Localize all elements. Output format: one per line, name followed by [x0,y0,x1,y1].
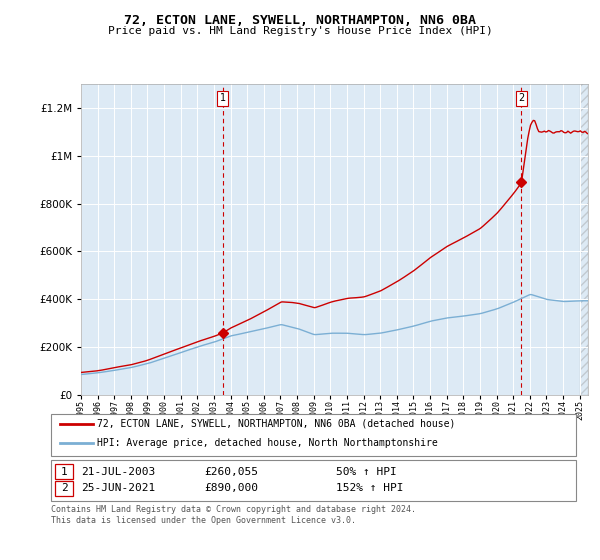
Text: 2: 2 [518,94,524,104]
Text: HPI: Average price, detached house, North Northamptonshire: HPI: Average price, detached house, Nort… [97,438,438,448]
Text: 152% ↑ HPI: 152% ↑ HPI [336,483,404,493]
Text: £260,055: £260,055 [204,466,258,477]
Text: Price paid vs. HM Land Registry's House Price Index (HPI): Price paid vs. HM Land Registry's House … [107,26,493,36]
Text: 1: 1 [61,466,68,477]
Text: Contains HM Land Registry data © Crown copyright and database right 2024.
This d: Contains HM Land Registry data © Crown c… [51,505,416,525]
Text: 1: 1 [220,94,226,104]
Text: 2: 2 [61,483,68,493]
Text: 50% ↑ HPI: 50% ↑ HPI [336,466,397,477]
Text: 72, ECTON LANE, SYWELL, NORTHAMPTON, NN6 0BA: 72, ECTON LANE, SYWELL, NORTHAMPTON, NN6… [124,14,476,27]
Text: 25-JUN-2021: 25-JUN-2021 [81,483,155,493]
Text: 72, ECTON LANE, SYWELL, NORTHAMPTON, NN6 0BA (detached house): 72, ECTON LANE, SYWELL, NORTHAMPTON, NN6… [97,419,455,429]
Text: £890,000: £890,000 [204,483,258,493]
Text: 21-JUL-2003: 21-JUL-2003 [81,466,155,477]
